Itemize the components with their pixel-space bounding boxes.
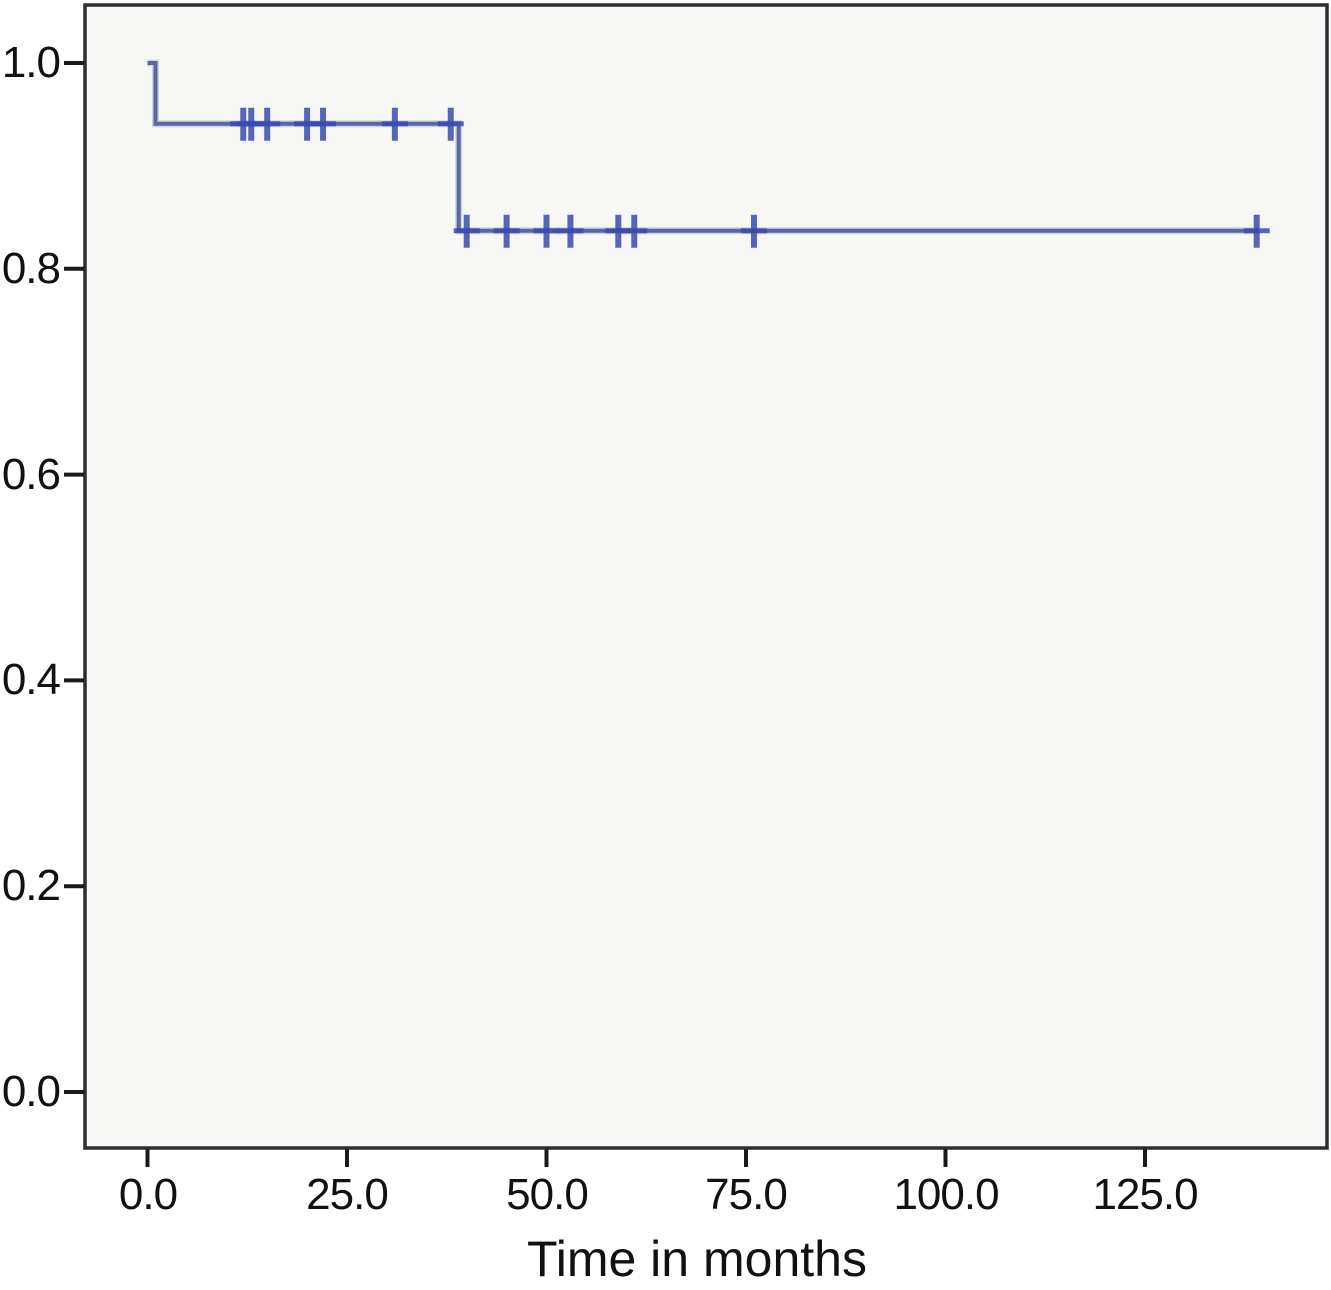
x-axis-title: Time in months [527,1231,867,1287]
y-tick-label: 0.0 [1,1067,61,1116]
plot-area [83,3,1329,1150]
x-tick-label: 100.0 [893,1170,999,1219]
x-tick-label: 125.0 [1092,1170,1198,1219]
x-tick-label: 0.0 [118,1170,178,1219]
y-tick-label: 1.0 [1,38,61,87]
y-tick-label: 0.6 [1,450,61,499]
y-tick-label: 0.4 [1,655,61,704]
x-tick-label: 50.0 [506,1170,589,1219]
x-tick-label: 25.0 [306,1170,389,1219]
y-tick-label: 0.2 [1,861,61,910]
x-tick-label: 75.0 [705,1170,788,1219]
y-tick-label: 0.8 [1,244,61,293]
